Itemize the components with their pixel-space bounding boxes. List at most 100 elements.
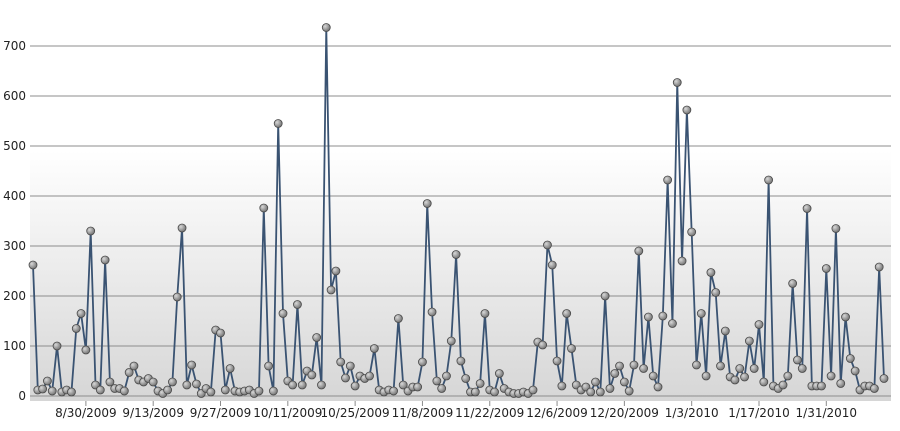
data-point bbox=[744, 336, 754, 346]
data-point bbox=[720, 326, 730, 336]
data-point bbox=[696, 309, 706, 318]
data-point bbox=[28, 260, 38, 270]
data-point bbox=[831, 224, 841, 233]
data-point bbox=[206, 387, 216, 397]
data-point bbox=[701, 371, 711, 381]
y-tick-label: 700 bbox=[3, 39, 26, 53]
data-point bbox=[605, 384, 615, 393]
data-point bbox=[475, 379, 485, 388]
data-point bbox=[600, 291, 610, 301]
x-tick-label: 11/8/2009 bbox=[392, 406, 454, 420]
y-tick-label: 400 bbox=[3, 189, 26, 203]
data-point bbox=[413, 382, 423, 392]
x-tick-label: 1/3/2010 bbox=[665, 406, 719, 420]
data-point bbox=[369, 344, 379, 353]
y-axis: 0 100 200 300 400 500 600 700 bbox=[3, 39, 26, 403]
data-point bbox=[148, 377, 158, 387]
data-point bbox=[552, 356, 562, 366]
data-point bbox=[494, 369, 504, 378]
data-point bbox=[629, 360, 639, 370]
data-point bbox=[442, 371, 451, 381]
data-point bbox=[350, 381, 360, 391]
data-point bbox=[547, 260, 557, 270]
data-point bbox=[182, 380, 192, 390]
data-point bbox=[797, 364, 807, 373]
data-point bbox=[331, 266, 341, 276]
data-point bbox=[783, 371, 793, 381]
data-point bbox=[321, 23, 331, 32]
data-point bbox=[490, 387, 499, 397]
data-point bbox=[615, 361, 624, 371]
data-point bbox=[163, 385, 173, 395]
data-point bbox=[76, 309, 86, 318]
y-tick-label: 0 bbox=[18, 389, 26, 403]
data-point bbox=[336, 357, 346, 367]
data-point bbox=[187, 360, 197, 370]
data-point bbox=[432, 376, 442, 386]
data-point bbox=[100, 255, 110, 265]
x-tick-label: 9/27/2009 bbox=[190, 406, 252, 420]
data-point bbox=[307, 370, 317, 380]
y-tick-label: 600 bbox=[3, 89, 26, 103]
data-point bbox=[81, 345, 91, 355]
data-point bbox=[538, 340, 548, 350]
data-point bbox=[595, 387, 605, 397]
data-point bbox=[264, 361, 273, 371]
series-line bbox=[32, 26, 885, 395]
data-point bbox=[749, 364, 759, 373]
data-point bbox=[38, 384, 48, 394]
data-point bbox=[692, 360, 701, 370]
x-axis: 8/30/2009 9/13/2009 9/27/2009 10/11/200910/… bbox=[55, 401, 857, 420]
data-point bbox=[259, 203, 269, 213]
data-point bbox=[124, 368, 134, 377]
x-tick-label: 9/13/2009 bbox=[122, 406, 184, 420]
data-point bbox=[52, 341, 62, 351]
data-point bbox=[317, 380, 326, 390]
data-point bbox=[254, 386, 264, 396]
data-point bbox=[119, 386, 129, 396]
data-point bbox=[653, 382, 663, 392]
x-tick-label: 1/31/2010 bbox=[796, 406, 858, 420]
x-tick-label: 1/17/2010 bbox=[728, 406, 790, 420]
data-points bbox=[28, 23, 889, 398]
data-point bbox=[836, 379, 846, 388]
data-point bbox=[557, 381, 567, 391]
x-tick-label: 10/25/2009 bbox=[321, 406, 390, 420]
data-point bbox=[456, 356, 466, 366]
data-point bbox=[326, 285, 336, 295]
data-point bbox=[216, 328, 225, 338]
x-tick-label: 12/6/2009 bbox=[526, 406, 588, 420]
data-point bbox=[273, 119, 283, 128]
data-point bbox=[619, 377, 629, 387]
data-point bbox=[480, 309, 490, 318]
data-point bbox=[639, 364, 648, 373]
data-point bbox=[687, 227, 697, 237]
data-point bbox=[624, 386, 634, 396]
data-point bbox=[793, 355, 802, 365]
data-point bbox=[293, 300, 302, 309]
data-point bbox=[461, 374, 471, 383]
data-point bbox=[682, 105, 692, 115]
x-tick-label: 10/11/2009 bbox=[253, 406, 322, 420]
data-point bbox=[422, 199, 432, 208]
data-point bbox=[586, 387, 596, 397]
x-tick-label: 11/22/2009 bbox=[455, 406, 524, 420]
data-point bbox=[821, 264, 831, 273]
x-tick-label: 12/20/2009 bbox=[590, 406, 659, 420]
data-point bbox=[672, 78, 682, 87]
data-point bbox=[288, 380, 298, 390]
data-point bbox=[365, 371, 374, 381]
data-point bbox=[418, 357, 427, 367]
data-point bbox=[67, 387, 76, 397]
data-point bbox=[658, 311, 668, 321]
data-point bbox=[850, 366, 860, 376]
y-tick-label: 500 bbox=[3, 139, 26, 153]
data-point bbox=[278, 309, 288, 318]
data-point bbox=[802, 204, 812, 213]
data-point bbox=[528, 385, 538, 395]
data-point bbox=[879, 374, 889, 383]
data-point bbox=[177, 223, 187, 233]
data-point bbox=[168, 377, 177, 387]
data-point bbox=[740, 372, 749, 382]
